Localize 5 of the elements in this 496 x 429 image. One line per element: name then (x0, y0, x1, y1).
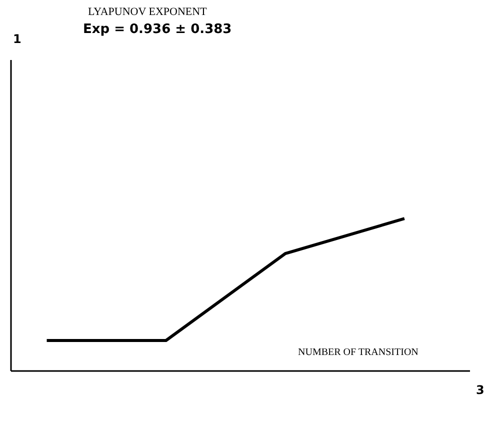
x-axis-title: NUMBER OF TRANSITION (298, 347, 418, 358)
text: 1 (13, 32, 22, 46)
chart-subtitle: Exp = 0.936 ± 0.383 (83, 22, 232, 37)
text: 3 (476, 383, 484, 397)
chart-title: LYAPUNOV EXPONENT (88, 6, 207, 18)
